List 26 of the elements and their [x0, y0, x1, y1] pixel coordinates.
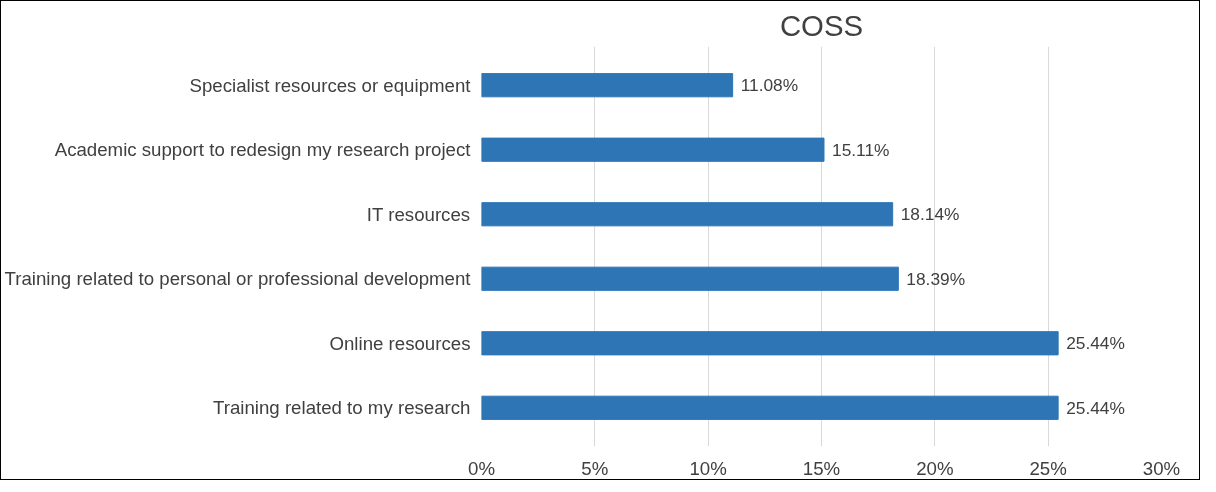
y-tick-label: Training related to personal or professional development — [4, 268, 472, 290]
bar — [481, 331, 1059, 356]
data-label: 18.14% — [900, 204, 960, 225]
y-tick-label: Specialist resources or equipment — [189, 74, 472, 96]
y-tick-label: Academic support to redesign my research project — [54, 139, 472, 161]
x-tick-label: 0% — [468, 457, 495, 479]
data-label: 25.44% — [1066, 397, 1125, 418]
y-tick-label: Online resources — [329, 332, 471, 354]
x-tick-label: 5% — [581, 457, 609, 479]
bar — [481, 137, 825, 162]
bar — [481, 202, 894, 227]
y-tick-label: IT resources — [366, 203, 471, 225]
chart-title: COSS — [779, 8, 864, 42]
x-tick-label: 15% — [802, 457, 841, 479]
data-label: 15.11% — [831, 139, 890, 160]
x-tick-label: 25% — [1029, 457, 1067, 479]
bar — [481, 395, 1059, 420]
bar — [481, 266, 899, 291]
y-tick-label: Training related to my research — [213, 397, 471, 419]
bar — [481, 73, 734, 98]
x-tick-label: 20% — [916, 457, 954, 479]
data-label: 18.39% — [906, 268, 966, 289]
data-label: 11.08% — [740, 75, 799, 96]
x-tick-label: 10% — [689, 457, 727, 479]
x-tick-label: 30% — [1142, 457, 1181, 479]
data-label: 25.44% — [1066, 333, 1125, 354]
